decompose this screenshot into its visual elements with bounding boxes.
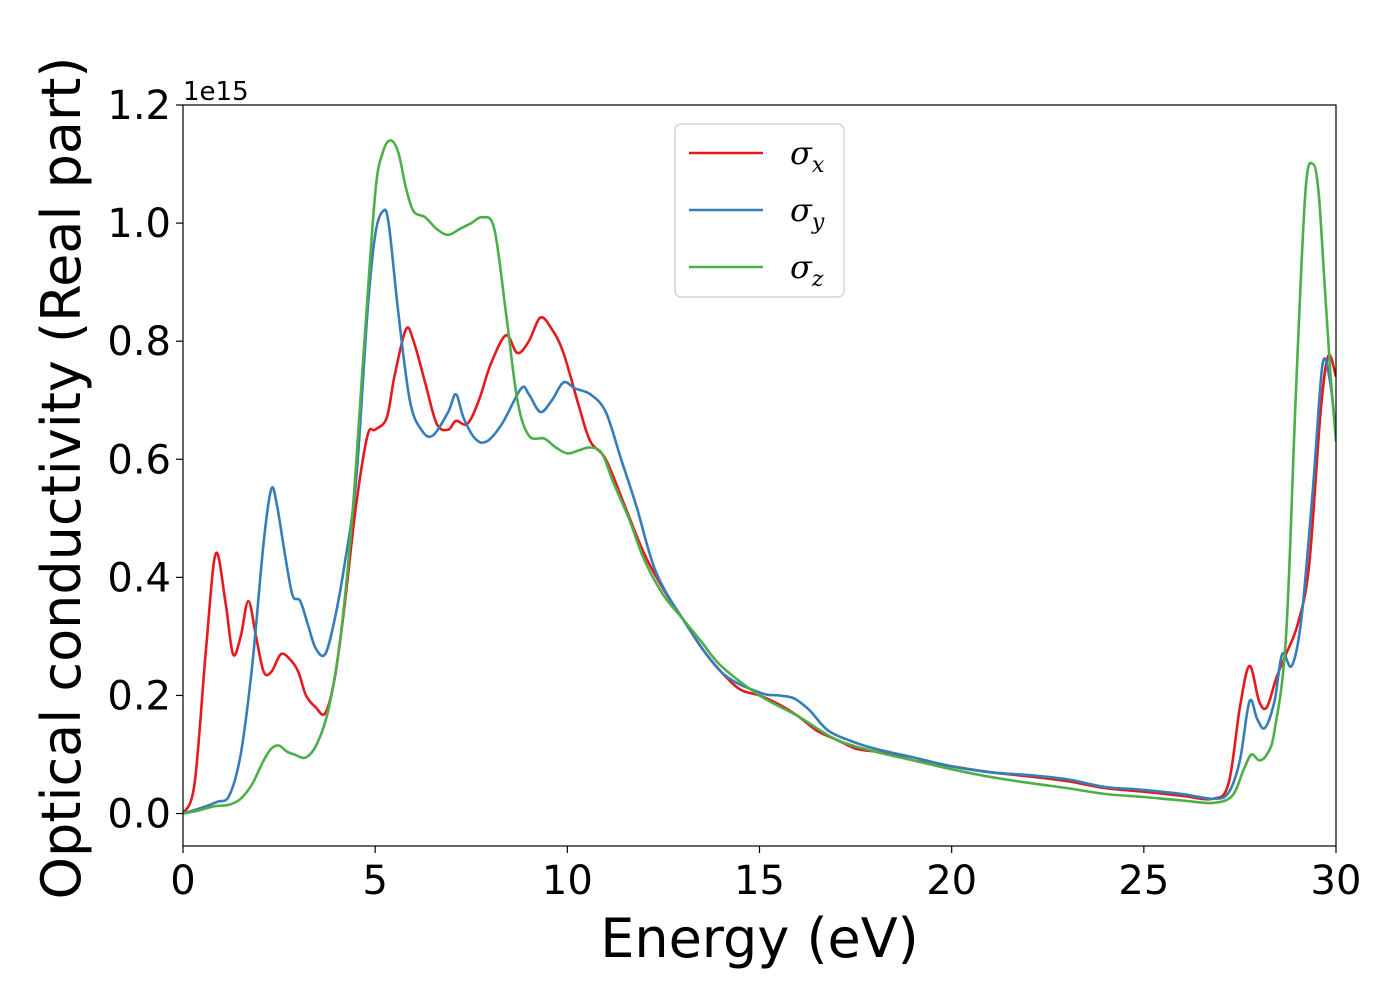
- y-axis-title: Optical conductivity (Real part): [30, 57, 93, 900]
- y-tick-label: 0.4: [107, 555, 171, 601]
- x-tick-label: 0: [170, 858, 195, 904]
- y-tick-label: 0.8: [107, 319, 171, 365]
- y-offset-label: 1e15: [183, 77, 249, 107]
- y-tick-label: 0.6: [107, 437, 171, 483]
- legend-label-sigma-y: σy: [790, 191, 825, 235]
- legend-label-sigma-z: σz: [790, 248, 824, 292]
- x-tick-label: 15: [734, 858, 785, 904]
- x-tick-label: 10: [542, 858, 593, 904]
- x-tick-label: 30: [1311, 858, 1362, 904]
- series-line-sigma-x: [183, 316, 1336, 815]
- x-tick-label: 5: [362, 858, 387, 904]
- y-tick-label: 0.2: [107, 673, 171, 719]
- legend: σx σy σz: [674, 123, 845, 298]
- series-layer: [183, 139, 1336, 815]
- y-tick-label: 1.2: [107, 83, 171, 129]
- series-line-sigma-z: [183, 139, 1336, 815]
- y-tick-label: 1.0: [107, 201, 171, 247]
- x-tick-label: 20: [926, 858, 977, 904]
- series-line-sigma-y: [183, 208, 1336, 815]
- x-axis-ticks: 0 5 10 15 20 25 30: [170, 846, 1361, 904]
- legend-label-sigma-x: σx: [790, 134, 825, 178]
- x-axis-title: Energy (eV): [600, 907, 919, 970]
- x-tick-label: 25: [1118, 858, 1169, 904]
- y-axis-ticks: 0.0 0.2 0.4 0.6 0.8 1.0 1.2: [107, 83, 183, 838]
- y-tick-label: 0.0: [107, 792, 171, 838]
